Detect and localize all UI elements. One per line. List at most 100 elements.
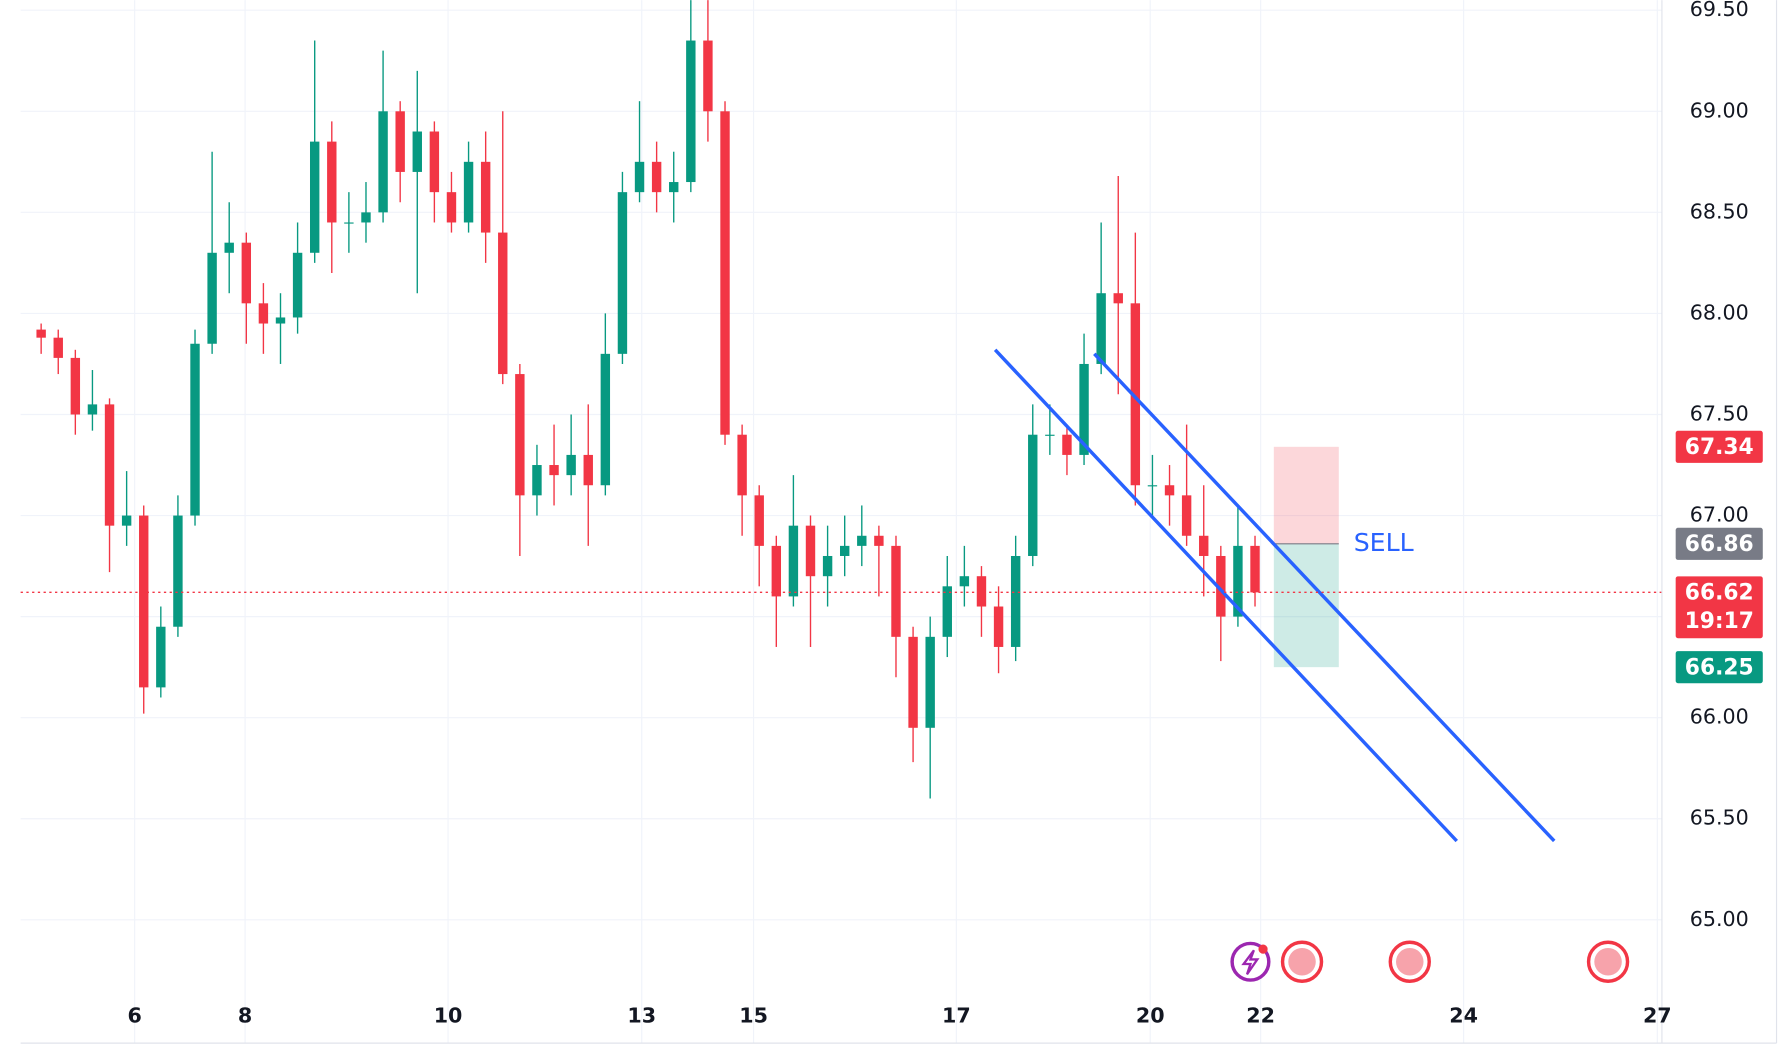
candle-body (1062, 434, 1072, 455)
x-tick-label: 24 (1449, 1004, 1478, 1028)
candle-body (104, 404, 115, 526)
stop-label: 67.34 (1685, 435, 1754, 460)
candle-body (669, 182, 679, 193)
trend-line (993, 348, 1459, 843)
y-tick-label: 65.50 (1690, 806, 1749, 830)
x-tick-label: 10 (434, 1004, 463, 1028)
x-tick-label: 8 (238, 1004, 252, 1028)
candle-body (463, 161, 474, 223)
axis: 65.0065.5066.0066.5067.0067.5068.0068.50… (127, 0, 1763, 1028)
current-price-label: 66.62 (1685, 581, 1754, 606)
y-tick-label: 65.00 (1690, 907, 1749, 931)
candle-body (805, 525, 816, 577)
event-icon[interactable] (1230, 941, 1271, 982)
candle-body (566, 454, 576, 476)
candle-body (1164, 485, 1175, 496)
position-label: SELL (1354, 528, 1414, 557)
candle-body (156, 626, 166, 688)
candle-body (908, 636, 918, 728)
candle-body (839, 545, 850, 556)
y-tick-label: 66.00 (1690, 705, 1749, 729)
candle-body (925, 636, 935, 728)
x-tick-label: 17 (942, 1004, 971, 1028)
candle-body (412, 131, 422, 172)
candle-body (1113, 293, 1123, 304)
candle-body (686, 40, 696, 183)
candle-body (292, 252, 303, 318)
candle-body (1181, 495, 1192, 536)
y-tick-label: 69.50 (1690, 0, 1749, 21)
x-tick-label: 6 (127, 1004, 141, 1028)
candle-body (891, 545, 901, 637)
entry-badge (1675, 527, 1763, 560)
event-icons (1230, 940, 1630, 983)
candle-body (207, 252, 217, 344)
candle-body (173, 515, 183, 627)
candle-body (583, 454, 593, 486)
candle-body (1010, 555, 1021, 647)
candle-body (429, 131, 440, 193)
candle-body (600, 353, 611, 486)
candle-body (1199, 535, 1209, 556)
candle-body (361, 212, 371, 223)
y-tick-label: 68.00 (1690, 300, 1749, 324)
candle-body (395, 111, 405, 172)
target-label: 66.25 (1685, 655, 1754, 680)
candle-body (344, 222, 354, 224)
candle-body (959, 576, 970, 587)
countdown-label: 19:17 (1685, 609, 1754, 634)
candle-body (241, 242, 252, 304)
candle-body (703, 40, 713, 112)
candle-body (480, 161, 491, 233)
candle-body (737, 434, 747, 496)
candle-body (378, 111, 388, 213)
candle-body (1147, 485, 1158, 487)
candle-body (258, 303, 269, 324)
marks: SELL (20, 0, 1662, 843)
current-price-badge (1675, 576, 1763, 639)
candle-body (788, 525, 799, 597)
candle-body (942, 586, 952, 637)
candle-body (976, 576, 987, 607)
candle-body (1130, 303, 1141, 486)
event-flag (1288, 947, 1316, 976)
candle-body (754, 495, 764, 546)
candle-body (822, 555, 833, 577)
candle-body (36, 329, 46, 338)
candle-body (87, 404, 98, 415)
candle-body (53, 337, 63, 358)
candle-body (634, 161, 645, 193)
x-tick-label: 27 (1643, 1004, 1672, 1028)
candle-body (121, 515, 132, 526)
candle-body (993, 606, 1004, 647)
candle-body (446, 192, 457, 223)
candle-body (327, 141, 337, 223)
candle-body (275, 317, 286, 324)
y-tick-label: 67.50 (1690, 401, 1749, 425)
candle-body (874, 535, 884, 546)
candle-body (139, 515, 149, 688)
event-icon-glyph (1241, 949, 1260, 976)
candle-body (617, 192, 628, 354)
candle-body (771, 545, 782, 597)
candle-body (515, 374, 525, 496)
candle-body (1096, 293, 1106, 364)
candle-body (651, 161, 662, 193)
y-tick-label: 67.00 (1690, 503, 1749, 527)
candle-body (532, 465, 542, 496)
candle-body (224, 242, 234, 253)
candle-body (190, 343, 200, 516)
event-flag (1594, 947, 1622, 976)
x-tick-label: 20 (1136, 1004, 1165, 1028)
y-tick-label: 68.50 (1690, 199, 1749, 223)
candle-body (720, 111, 730, 435)
candle-body (1216, 555, 1226, 617)
candle-body (1045, 434, 1055, 436)
stop-badge (1675, 430, 1763, 463)
stop-zone (1273, 446, 1339, 544)
x-tick-label: 15 (739, 1004, 768, 1028)
grid (20, 0, 1662, 1044)
candle-body (1250, 545, 1260, 593)
candle-body (1233, 545, 1243, 617)
candle-body (1028, 434, 1038, 556)
